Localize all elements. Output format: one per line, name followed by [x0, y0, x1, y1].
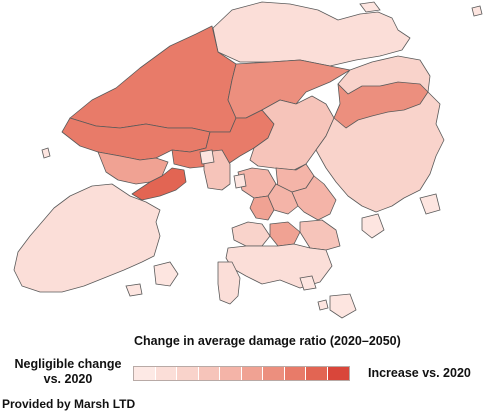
- district-sai-kung: [315, 55, 445, 213]
- legend-swatch-4: [198, 367, 220, 380]
- district-tsuen-wan-south: [131, 167, 187, 201]
- hong-kong-district-map: [13, 1, 483, 319]
- legend-swatch-1: [134, 367, 156, 380]
- legend-high-label: Increase vs. 2020: [368, 366, 471, 380]
- district-southern: [225, 243, 333, 289]
- islet: [329, 293, 357, 319]
- islet: [153, 261, 179, 287]
- credit-text: Provided by Marsh LTD: [2, 397, 136, 411]
- district-eastern: [299, 219, 341, 251]
- legend-swatch-6: [241, 367, 263, 380]
- islet: [471, 5, 483, 17]
- islet: [317, 299, 329, 311]
- district-yau-tsim-mong: [249, 195, 275, 221]
- district-kwun-tong: [291, 175, 337, 221]
- islet: [361, 213, 385, 239]
- legend-color-ramp: [133, 366, 350, 381]
- legend-swatch-9: [306, 367, 328, 380]
- islet: [41, 147, 51, 159]
- legend-swatch-5: [220, 367, 242, 380]
- district-shap-sz-heung: [333, 81, 429, 129]
- district-central-western: [231, 221, 271, 247]
- legend-low-label: Negligible change vs. 2020: [6, 357, 130, 387]
- legend-swatch-3: [177, 367, 199, 380]
- islet: [199, 149, 215, 165]
- legend-swatch-10: [327, 367, 349, 380]
- islet: [233, 173, 247, 189]
- legend-swatch-7: [263, 367, 285, 380]
- district-north-east-new-territories: [212, 1, 411, 67]
- islet: [299, 275, 317, 291]
- legend-low-label-line2: vs. 2020: [43, 372, 93, 386]
- district-lantau: [13, 183, 161, 293]
- legend-title: Change in average damage ratio (2020–205…: [134, 334, 401, 348]
- islet: [125, 283, 143, 297]
- legend-swatch-8: [284, 367, 306, 380]
- district-wan-chai: [269, 221, 301, 247]
- islet: [419, 193, 441, 215]
- district-lamma: [217, 261, 241, 305]
- district-north: [69, 25, 237, 133]
- islet: [359, 1, 381, 13]
- legend-low-label-line1: Negligible change: [14, 357, 122, 371]
- legend-swatch-2: [155, 367, 177, 380]
